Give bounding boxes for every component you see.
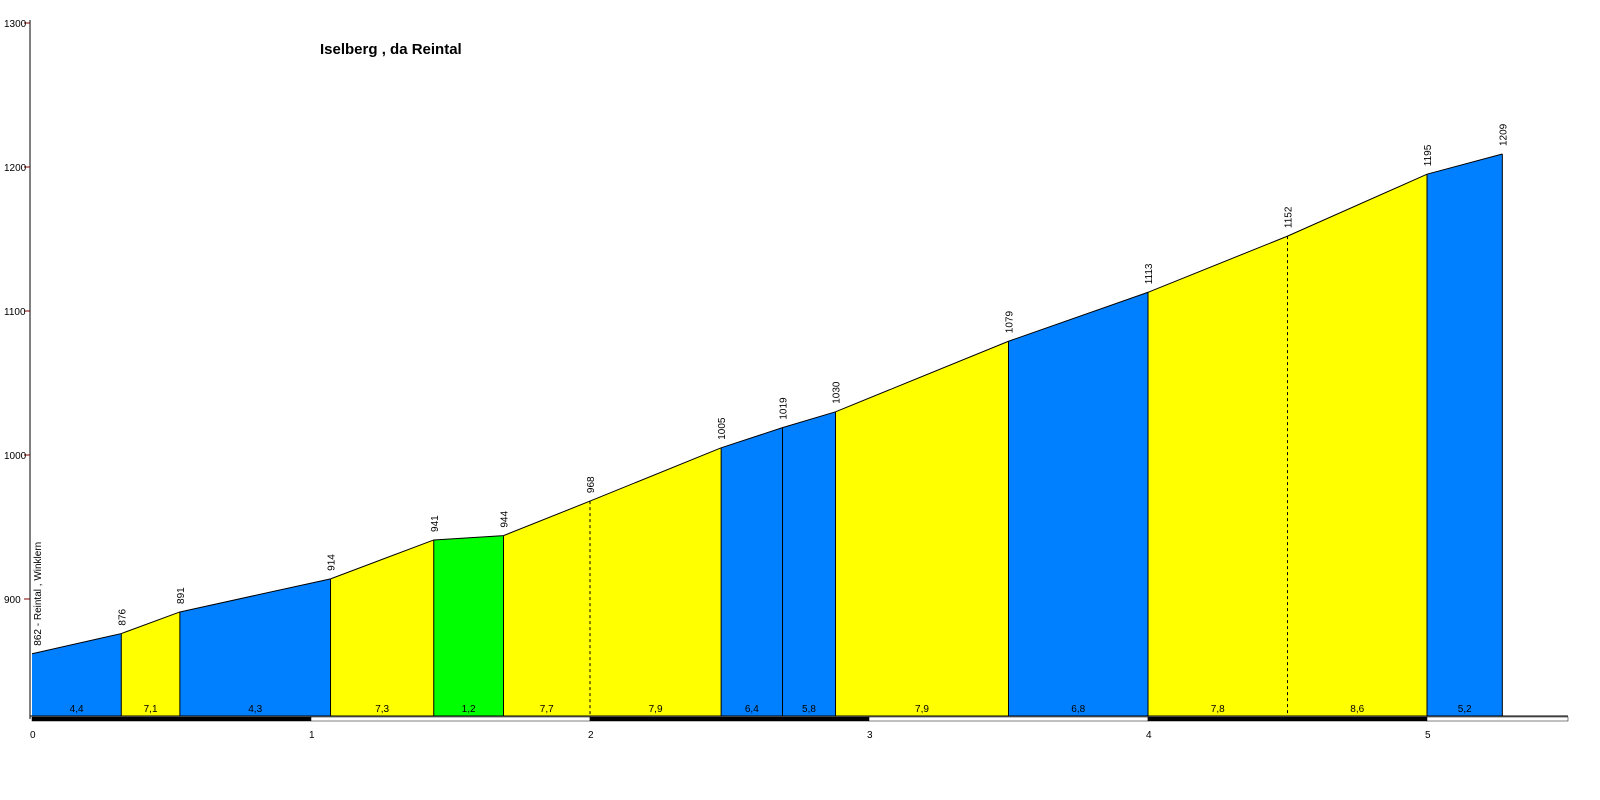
elevation-label: 1152 <box>1284 206 1295 228</box>
elevation-label: 914 <box>327 554 338 571</box>
segment-area <box>590 447 722 716</box>
gradient-segments <box>32 154 1503 717</box>
gradient-labels: 4,4 7,1 4,3 7,3 1,2 7,7 7,9 6,4 5,8 7,9 6,8 7,8 8,6 5… <box>70 704 1472 715</box>
segment-area <box>1427 154 1503 717</box>
elevation-labels: 876 891 914 941 944 968 1005 1019 1030 1079 1113 11… <box>117 123 1509 625</box>
segment-area <box>503 501 590 716</box>
scale-bar-block <box>1426 716 1569 722</box>
segment-area <box>330 539 434 716</box>
gradient-label: 7,8 <box>1211 704 1225 715</box>
elevation-label: 968 <box>586 476 597 493</box>
profile-line <box>31 153 1503 655</box>
gradient-label: 7,9 <box>649 704 663 715</box>
scale-bar-block <box>31 716 312 722</box>
y-axis: 900 1000 1100 1200 1300 <box>4 19 31 719</box>
elevation-label: 1195 <box>1423 144 1434 166</box>
elevation-label: 1030 <box>832 381 843 404</box>
gradient-label: 7,1 <box>144 704 158 715</box>
x-tick-label: 4 <box>1146 730 1152 741</box>
x-tick-label: 3 <box>867 730 873 741</box>
y-tick-label: 1100 <box>4 307 26 318</box>
x-tick-label: 5 <box>1425 730 1431 741</box>
segment-area <box>433 535 504 716</box>
elevation-label: 944 <box>500 511 511 528</box>
y-tick-label: 900 <box>4 595 21 606</box>
segment-area <box>721 427 783 716</box>
elevation-label: 941 <box>430 515 441 532</box>
gradient-label: 5,8 <box>802 704 816 715</box>
y-tick-label: 1200 <box>4 163 27 174</box>
profile-outline <box>31 153 1503 655</box>
scale-bar-block <box>1147 716 1428 722</box>
elevation-label: 891 <box>176 587 187 604</box>
segment-area <box>1148 236 1288 716</box>
elevation-label: 876 <box>117 608 128 625</box>
segment-area <box>1287 174 1427 716</box>
gradient-label: 4,4 <box>70 704 84 715</box>
elevation-label: 1079 <box>1005 311 1016 334</box>
x-tick-label: 2 <box>588 730 594 741</box>
elevation-label: 1019 <box>779 397 790 420</box>
gradient-label: 7,3 <box>375 704 389 715</box>
segment-area <box>121 611 180 716</box>
segment-area <box>782 411 836 716</box>
gradient-label: 5,2 <box>1458 704 1472 715</box>
scale-bar-block <box>589 716 870 722</box>
x-tick-label: 1 <box>309 730 315 741</box>
x-tick-label: 0 <box>30 730 36 741</box>
scale-bar-block <box>868 716 1149 722</box>
segment-dividers <box>120 154 1503 716</box>
gradient-label: 1,2 <box>462 704 476 715</box>
y-tick-label: 1000 <box>4 451 27 462</box>
gradient-label: 6,4 <box>745 704 759 715</box>
gradient-label: 6,8 <box>1071 704 1085 715</box>
elevation-label: 1209 <box>1498 123 1509 146</box>
gradient-label: 7,9 <box>915 704 929 715</box>
scale-bar-block <box>310 716 591 722</box>
elevation-label: 1005 <box>717 417 728 440</box>
gradient-label: 8,6 <box>1350 704 1364 715</box>
segment-area <box>1008 292 1148 716</box>
gradient-label: 4,3 <box>248 704 262 715</box>
y-tick-label: 1300 <box>4 19 27 30</box>
segment-area <box>32 633 122 716</box>
gradient-label: 7,7 <box>540 704 554 715</box>
chart-title: Iselberg , da Reintal <box>320 41 462 58</box>
x-axis: 0 1 2 3 4 5 <box>30 715 1569 741</box>
segment-area <box>179 578 331 716</box>
elevation-label: 1113 <box>1144 263 1155 284</box>
start-label: 862 - Reintal , Winklern <box>33 542 44 646</box>
segment-area <box>835 341 1009 716</box>
